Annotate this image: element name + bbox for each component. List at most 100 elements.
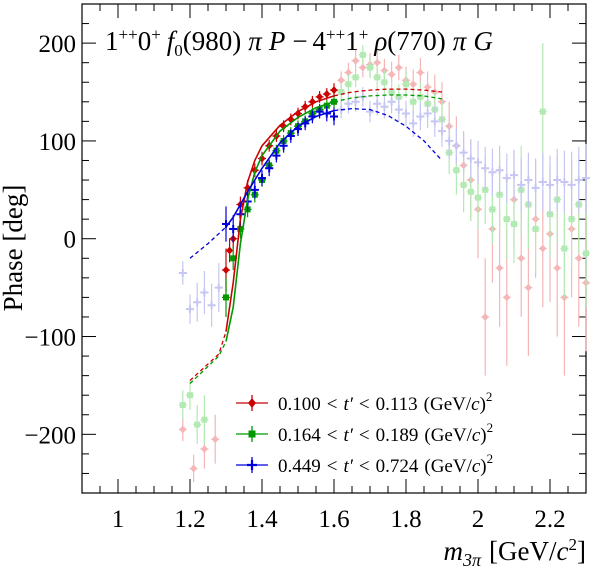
y-tick-label: 100 [39,129,77,156]
marker [510,171,518,180]
legend-marker-green [248,430,256,438]
x-tick-label: 1.4 [246,506,278,533]
data-point [531,158,540,218]
data-point [524,152,533,208]
data-point [189,454,198,483]
data-point [481,258,490,376]
legend-marker-red [248,398,256,408]
data-point [481,146,490,190]
marker [330,112,338,121]
data-point [279,138,288,153]
marker [352,56,360,65]
marker [410,98,417,105]
marker [323,89,331,98]
marker [453,167,460,174]
data-point [567,151,576,219]
data-point [200,395,209,445]
marker [351,97,360,106]
marker [190,464,198,473]
marker [524,176,533,185]
data-point [546,155,554,215]
data-point [387,90,396,114]
y-tick-label: −100 [24,325,76,352]
marker [345,81,352,88]
data-point [222,277,230,317]
legend-label-red: 0.100 < t′ <0.113 (GeV/c)2 [278,389,492,415]
marker [561,245,568,252]
marker [338,89,345,96]
marker [337,76,345,85]
legend-entry-green: 0.164 < t′ <0.189 (GeV/c)2 [236,420,493,446]
data-point [538,152,547,212]
marker [532,225,539,232]
data-point [380,70,389,94]
marker [460,181,467,188]
data-point [351,67,360,88]
plot-frame [81,3,587,494]
data-point [394,54,403,81]
data-point [459,133,468,173]
marker [466,154,475,163]
marker [403,81,409,88]
fit-layer [189,88,443,384]
marker [344,68,352,77]
data-point [502,153,511,203]
marker [200,288,209,297]
tick-labels: 1 1.2 1.4 1.6 1.8 2 2.2 −200 −100 0 100 200 [24,31,565,533]
data-point [366,56,374,79]
marker [388,70,396,79]
data-point [207,283,216,327]
data-point [258,170,266,186]
marker [424,83,432,92]
marker [474,158,482,167]
data-point [402,100,410,127]
data-point [344,74,353,94]
marker [502,174,511,183]
fit-curve-extrapolated [333,107,443,161]
marker [380,102,389,111]
marker [489,206,496,213]
data-point [438,115,446,147]
data-point [488,148,497,196]
data-point [193,282,202,322]
marker [207,301,216,310]
legend-label-blue: 0.449 < t′ <0.724 (GeV/c)2 [278,451,493,477]
marker [387,97,396,106]
legend-marker-blue [247,460,257,470]
marker [538,177,547,186]
marker [467,188,474,195]
x-axis-title: m3π [GeV/c2] [444,535,587,568]
marker [381,79,388,86]
marker [201,416,208,423]
marker [272,151,281,160]
marker [582,174,590,183]
marker [373,99,382,108]
marker [452,141,461,150]
y-tick-label: 200 [39,31,77,58]
data-point [344,93,353,114]
marker [488,168,497,177]
marker [352,74,359,81]
data-point [366,100,374,123]
marker [438,127,446,136]
marker [226,246,234,255]
marker [531,183,540,192]
marker [265,164,274,173]
data-point [560,150,569,214]
data-point [560,199,569,298]
marker [546,180,554,189]
data-point [409,69,418,99]
marker [496,264,504,273]
data-point [358,45,367,65]
data-point [553,148,562,212]
marker [423,109,432,118]
marker [481,312,489,321]
marker [409,80,417,89]
data-point [474,140,482,184]
y-tick-label: 0 [64,227,77,254]
marker [359,51,366,58]
fit-curve-extrapolated [189,341,227,384]
marker [417,93,424,100]
marker [279,141,288,150]
marker [359,63,367,72]
